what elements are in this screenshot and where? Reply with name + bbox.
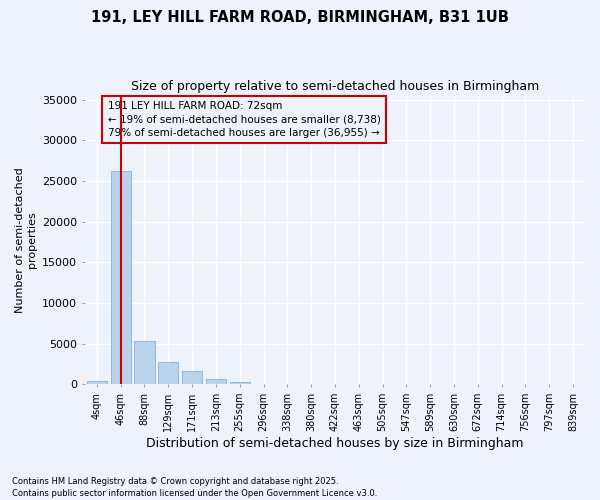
- Title: Size of property relative to semi-detached houses in Birmingham: Size of property relative to semi-detach…: [131, 80, 539, 93]
- Text: Contains HM Land Registry data © Crown copyright and database right 2025.
Contai: Contains HM Land Registry data © Crown c…: [12, 476, 377, 498]
- Bar: [206, 380, 226, 384]
- Bar: [182, 372, 202, 384]
- Bar: [87, 382, 107, 384]
- Bar: [230, 382, 250, 384]
- Bar: [134, 341, 155, 384]
- Text: 191, LEY HILL FARM ROAD, BIRMINGHAM, B31 1UB: 191, LEY HILL FARM ROAD, BIRMINGHAM, B31…: [91, 10, 509, 25]
- Bar: [110, 171, 131, 384]
- Bar: [158, 362, 178, 384]
- X-axis label: Distribution of semi-detached houses by size in Birmingham: Distribution of semi-detached houses by …: [146, 437, 524, 450]
- Y-axis label: Number of semi-detached
properties: Number of semi-detached properties: [15, 167, 37, 313]
- Text: 191 LEY HILL FARM ROAD: 72sqm
← 19% of semi-detached houses are smaller (8,738)
: 191 LEY HILL FARM ROAD: 72sqm ← 19% of s…: [107, 101, 380, 138]
